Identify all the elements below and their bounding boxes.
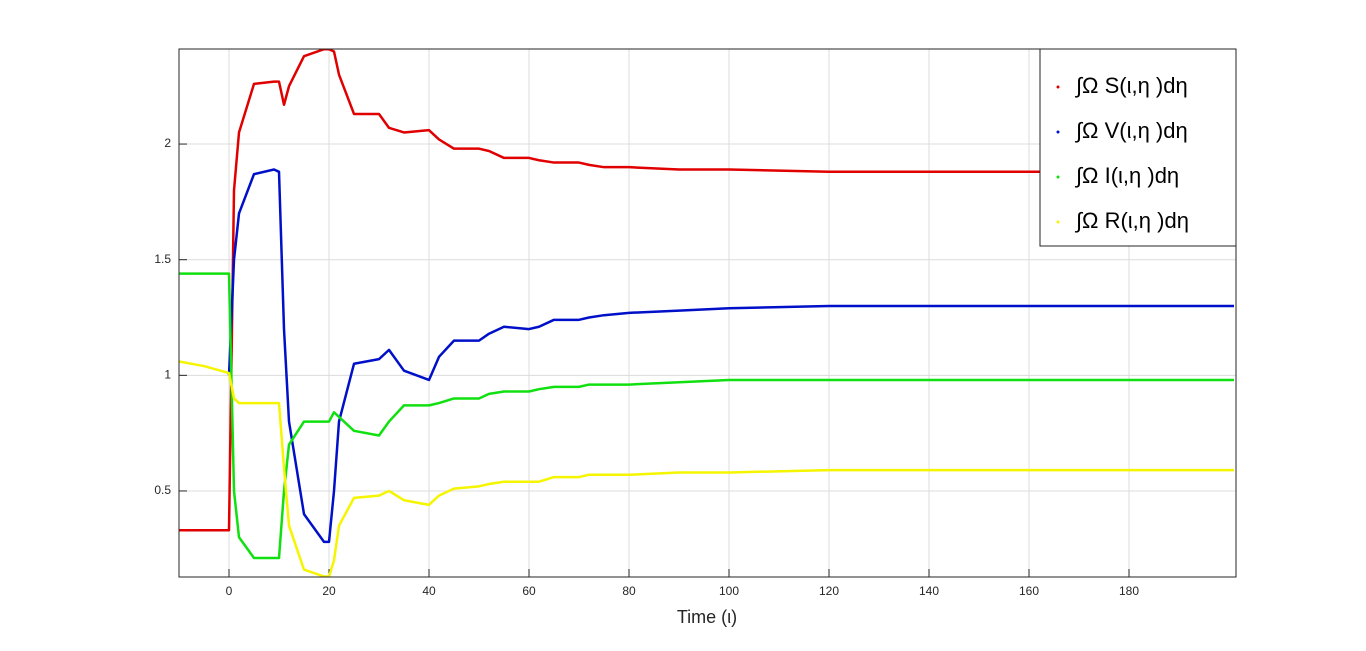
x-tick-label: 40 bbox=[422, 584, 436, 598]
series-line bbox=[179, 49, 1234, 532]
legend-label: ∫Ω R(ι,η )dη bbox=[1074, 208, 1189, 233]
y-tick-label: 1.5 bbox=[154, 252, 171, 266]
x-tick-label: 180 bbox=[1119, 584, 1139, 598]
legend: ∫Ω S(ι,η )dη ∫Ω V(ι,η )dη ∫Ω I(ι,η )dη ∫Ω R… bbox=[1039, 48, 1237, 247]
series-line bbox=[179, 360, 1234, 577]
x-tick-label: 0 bbox=[226, 584, 233, 598]
legend-label: ∫Ω I(ι,η )dη bbox=[1074, 163, 1179, 188]
legend-marker bbox=[1056, 175, 1060, 179]
legend-label: ∫Ω V(ι,η )dη bbox=[1074, 118, 1188, 143]
legend-marker bbox=[1056, 85, 1060, 89]
y-tick-label: 2 bbox=[164, 136, 171, 150]
x-tick-label: 100 bbox=[719, 584, 739, 598]
x-tick-label: 160 bbox=[1019, 584, 1039, 598]
x-axis-label: Time (ι) bbox=[677, 607, 737, 627]
x-tick-label: 120 bbox=[819, 584, 839, 598]
x-tick-label: 80 bbox=[622, 584, 636, 598]
x-tick-label: 20 bbox=[322, 584, 336, 598]
plot-area bbox=[179, 49, 1234, 577]
legend-box bbox=[1039, 48, 1237, 247]
x-tick-label: 60 bbox=[522, 584, 536, 598]
series-line bbox=[179, 272, 1234, 560]
legend-marker bbox=[1056, 220, 1060, 224]
legend-label: ∫Ω S(ι,η )dη bbox=[1074, 73, 1188, 98]
axes-box bbox=[178, 48, 1237, 578]
x-tick-label: 140 bbox=[919, 584, 939, 598]
y-tick-label: 1 bbox=[164, 368, 171, 382]
y-tick-label: 0.5 bbox=[154, 483, 171, 497]
legend-marker bbox=[1056, 130, 1060, 134]
grid: 0 20 40 60 80 100 120 140 160 180 0.5 1 1.5 2 bbox=[154, 49, 1236, 598]
series-line bbox=[227, 168, 1234, 544]
